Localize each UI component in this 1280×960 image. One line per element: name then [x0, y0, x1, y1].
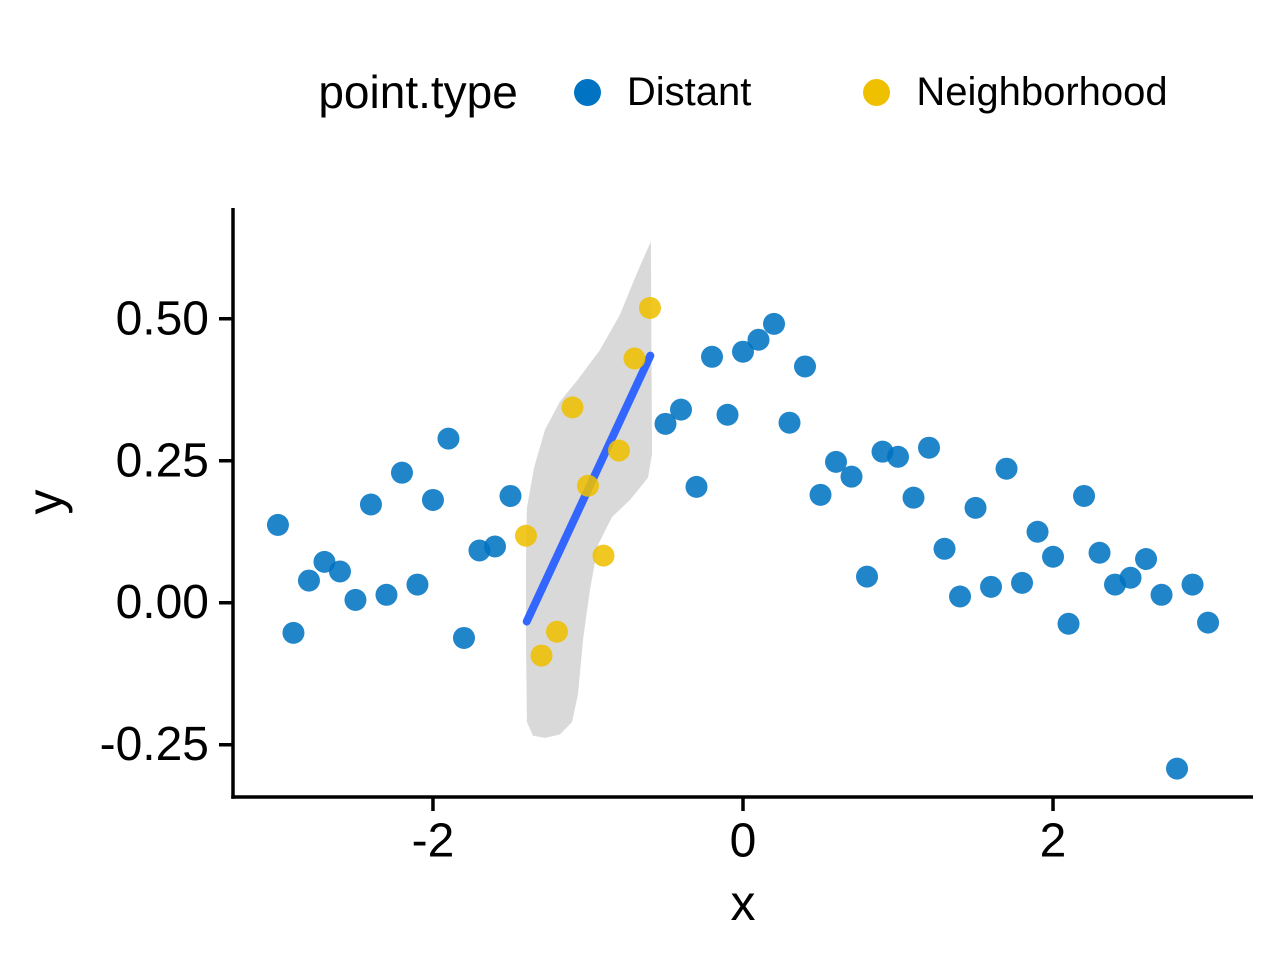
y-tick-label: 0.50 [116, 292, 209, 345]
data-point-distant [747, 328, 770, 351]
data-point-neighborhood [561, 396, 584, 419]
data-point-distant [1166, 757, 1189, 780]
legend-title: point.type [318, 66, 518, 118]
data-point-distant [1135, 548, 1158, 571]
data-point-distant [716, 403, 739, 426]
distant-point-swatch-icon [573, 78, 601, 106]
data-point-distant [1011, 571, 1034, 594]
data-point-distant [406, 573, 429, 596]
x-tick-label: 0 [730, 815, 757, 868]
legend-label-neighborhood: Neighborhood [916, 69, 1168, 114]
legend-key-neighborhood: Neighborhood [863, 69, 1168, 115]
data-point-distant [980, 575, 1003, 598]
data-point-distant [282, 621, 305, 644]
data-point-distant [1197, 611, 1220, 634]
data-point-distant [654, 412, 677, 435]
y-tick-label: 0.25 [116, 434, 209, 487]
data-point-distant [390, 461, 413, 484]
data-point-distant [344, 588, 367, 611]
data-point-neighborhood [592, 544, 615, 567]
y-axis-title: y [17, 490, 73, 515]
data-point-distant [887, 445, 910, 468]
data-point-neighborhood [545, 620, 568, 643]
axes: 0.50 0.25 0.00 -0.25 -2 0 2 [100, 208, 1253, 868]
data-point-distant [452, 626, 475, 649]
data-point-distant [949, 585, 972, 608]
data-point-distant [794, 355, 817, 378]
y-tick-label: -0.25 [100, 718, 209, 771]
data-point-distant [421, 488, 444, 511]
data-point-distant [995, 457, 1018, 480]
data-points [266, 296, 1220, 780]
data-point-distant [778, 411, 801, 434]
data-point-distant [483, 535, 506, 558]
data-point-neighborhood [530, 644, 553, 667]
neighborhood-point-swatch-icon [863, 78, 891, 106]
data-point-distant [840, 465, 863, 488]
y-tick-label: 0.00 [116, 576, 209, 629]
data-point-distant [437, 427, 460, 450]
data-point-distant [825, 450, 848, 473]
x-tick-label: 2 [1040, 815, 1067, 868]
data-point-neighborhood [514, 524, 537, 547]
data-point-distant [685, 475, 708, 498]
data-point-neighborhood [607, 439, 630, 462]
data-point-distant [359, 493, 382, 516]
data-point-distant [1073, 484, 1096, 507]
data-point-neighborhood [576, 474, 599, 497]
data-point-distant [1042, 545, 1065, 568]
legend: point.type Distant Neighborhood [233, 50, 1253, 134]
data-point-distant [1150, 583, 1173, 606]
data-point-neighborhood [638, 296, 661, 319]
data-point-distant [1057, 612, 1080, 635]
data-point-distant [1181, 573, 1204, 596]
data-point-distant [763, 312, 786, 335]
data-point-distant [1088, 541, 1111, 564]
data-point-distant [297, 569, 320, 592]
data-point-distant [1119, 566, 1142, 589]
data-point-distant [328, 560, 351, 583]
data-point-distant [902, 486, 925, 509]
x-tick-label: -2 [412, 815, 455, 868]
data-point-distant [700, 345, 723, 368]
data-point-distant [669, 398, 692, 421]
x-axis-title: x [731, 875, 756, 931]
data-point-distant [375, 583, 398, 606]
data-point-distant [918, 436, 941, 459]
data-point-distant [964, 496, 987, 519]
data-point-distant [732, 340, 754, 363]
data-point-distant [1026, 520, 1049, 543]
data-point-neighborhood [623, 347, 646, 370]
data-point-distant [933, 537, 956, 560]
legend-key-distant: Distant [573, 69, 752, 115]
data-point-distant [809, 483, 832, 506]
legend-label-distant: Distant [626, 69, 752, 114]
data-point-distant [266, 513, 289, 536]
data-point-distant [856, 565, 879, 588]
data-point-distant [499, 484, 522, 507]
